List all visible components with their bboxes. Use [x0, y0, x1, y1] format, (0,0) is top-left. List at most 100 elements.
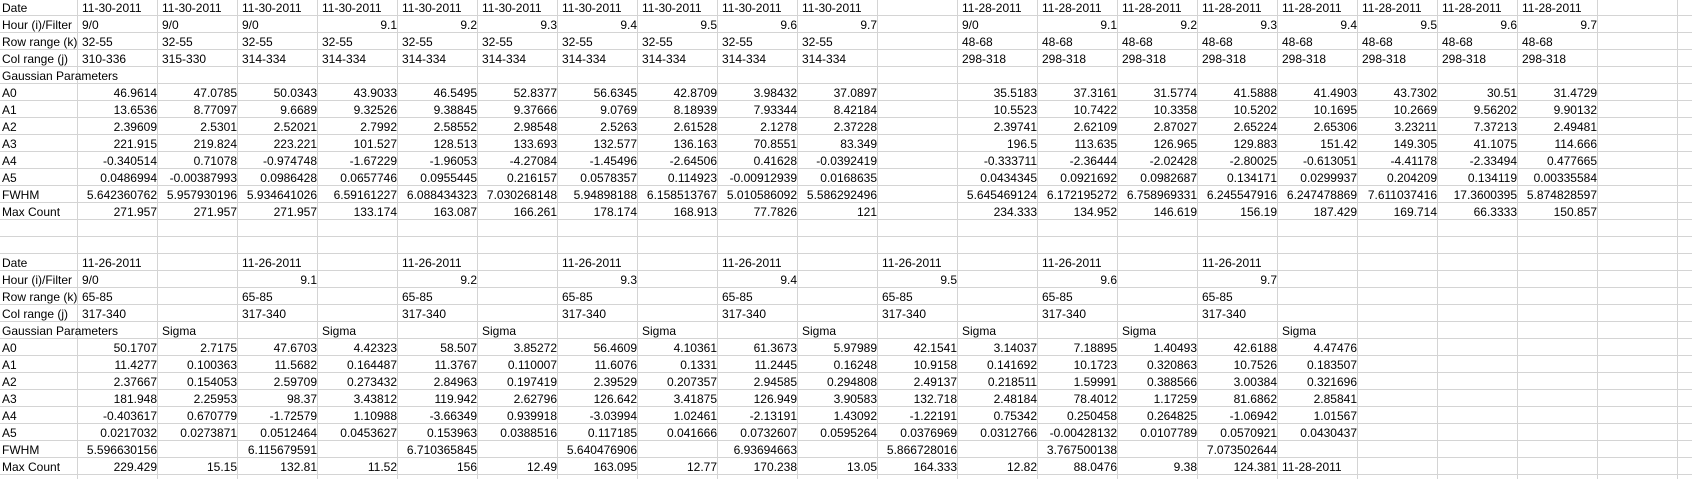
- value-cell[interactable]: 5.010586092: [726, 188, 797, 202]
- value-cell[interactable]: 10.7526: [1233, 358, 1277, 372]
- hour-cell[interactable]: 9.4: [1340, 18, 1357, 32]
- value-cell[interactable]: -0.613051: [1302, 154, 1357, 168]
- sigma-cell[interactable]: 0.670779: [186, 409, 237, 423]
- col-range-cell[interactable]: 310-336: [82, 52, 127, 66]
- value-cell[interactable]: 114.666: [1554, 137, 1598, 151]
- sigma-cell[interactable]: 11-28-2011: [1282, 460, 1342, 474]
- row-label[interactable]: Col range (j): [2, 307, 69, 321]
- col-range-cell[interactable]: 314-334: [402, 52, 447, 66]
- fwhm-cell[interactable]: 6.93694663: [733, 443, 797, 457]
- value-cell[interactable]: -1.22191: [909, 409, 957, 423]
- row-label[interactable]: FWHM: [2, 188, 40, 202]
- value-cell[interactable]: 2.58552: [433, 120, 477, 134]
- fwhm-cell[interactable]: 6.115679591: [247, 443, 317, 457]
- sigma-cell[interactable]: 0.0595264: [820, 426, 877, 440]
- value-cell[interactable]: 9.90132: [1553, 103, 1597, 117]
- date-cell[interactable]: 11-26-2011: [882, 256, 942, 270]
- hour-cell[interactable]: 9.1: [380, 18, 397, 32]
- value-cell[interactable]: 178.174: [593, 205, 637, 219]
- row-range-cell[interactable]: 32-55: [82, 35, 113, 49]
- value-cell[interactable]: 11.6076: [594, 358, 638, 372]
- max-count-cell[interactable]: 132.81: [280, 460, 317, 474]
- row-range-cell[interactable]: 65-85: [82, 290, 113, 304]
- value-cell[interactable]: 56.4609: [593, 341, 637, 355]
- row-range-cell[interactable]: 65-85: [1042, 290, 1073, 304]
- sigma-cell[interactable]: 0.0430437: [1300, 426, 1357, 440]
- value-cell[interactable]: 0.0217032: [100, 426, 157, 440]
- value-cell[interactable]: 10.3358: [1153, 103, 1197, 117]
- value-cell[interactable]: 50.1707: [113, 341, 157, 355]
- sigma-cell[interactable]: 0.320863: [1146, 358, 1197, 372]
- value-cell[interactable]: 42.6188: [1233, 341, 1277, 355]
- value-cell[interactable]: 156.19: [1240, 205, 1277, 219]
- value-cell[interactable]: 81.6862: [1233, 392, 1277, 406]
- col-range-cell[interactable]: 298-318: [1042, 52, 1087, 66]
- hour-cell[interactable]: 9.7: [860, 18, 877, 32]
- sigma-header[interactable]: Sigma: [642, 324, 677, 338]
- value-cell[interactable]: 136.163: [673, 137, 717, 151]
- value-cell[interactable]: 77.7826: [753, 205, 797, 219]
- sigma-cell[interactable]: 0.0312766: [980, 426, 1037, 440]
- row-range-cell[interactable]: 65-85: [722, 290, 753, 304]
- row-label[interactable]: A2: [2, 120, 17, 134]
- row-range-cell[interactable]: 48-68: [1282, 35, 1313, 49]
- sigma-cell[interactable]: 0.0107789: [1140, 426, 1197, 440]
- value-cell[interactable]: 126.965: [1153, 137, 1197, 151]
- value-cell[interactable]: 9.32526: [353, 103, 397, 117]
- value-cell[interactable]: 2.98548: [513, 120, 557, 134]
- value-cell[interactable]: 196.5: [1006, 137, 1037, 151]
- value-cell[interactable]: 2.61528: [673, 120, 717, 134]
- row-range-cell[interactable]: 32-55: [642, 35, 673, 49]
- value-cell[interactable]: 46.9614: [113, 86, 157, 100]
- value-cell[interactable]: 2.7992: [360, 120, 397, 134]
- col-range-cell[interactable]: 317-340: [1042, 307, 1087, 321]
- value-cell[interactable]: -1.72579: [269, 409, 317, 423]
- value-cell[interactable]: 166.261: [513, 205, 557, 219]
- value-cell[interactable]: 2.39609: [113, 120, 157, 134]
- value-cell[interactable]: 9.56202: [1473, 103, 1517, 117]
- value-cell[interactable]: 121: [856, 205, 877, 219]
- row-label[interactable]: Row range (k): [2, 35, 78, 49]
- value-cell[interactable]: 5.94898188: [573, 188, 637, 202]
- max-count-cell[interactable]: 170.238: [753, 460, 797, 474]
- value-cell[interactable]: 0.477665: [1546, 154, 1597, 168]
- value-cell[interactable]: 7.93344: [753, 103, 797, 117]
- max-count-cell[interactable]: 156: [456, 460, 477, 474]
- date-cell[interactable]: 11-26-2011: [1042, 256, 1102, 270]
- value-cell[interactable]: 58.507: [440, 341, 477, 355]
- date-cell[interactable]: 11-26-2011: [402, 256, 462, 270]
- value-cell[interactable]: 7.37213: [1473, 120, 1517, 134]
- sigma-cell[interactable]: 0.294808: [826, 375, 877, 389]
- col-range-cell[interactable]: 317-340: [882, 307, 927, 321]
- hour-cell[interactable]: 9.6: [780, 18, 797, 32]
- value-cell[interactable]: 5.645469124: [966, 188, 1037, 202]
- value-cell[interactable]: 35.5183: [993, 86, 1037, 100]
- row-range-cell[interactable]: 32-55: [322, 35, 353, 49]
- value-cell[interactable]: 0.134119: [1467, 171, 1517, 185]
- row-label[interactable]: A4: [2, 154, 17, 168]
- sigma-cell[interactable]: 0.0453627: [340, 426, 397, 440]
- row-label[interactable]: A1: [2, 103, 17, 117]
- row-range-cell[interactable]: 48-68: [1042, 35, 1073, 49]
- row-label[interactable]: Row range (k): [2, 290, 78, 304]
- value-cell[interactable]: -3.66349: [429, 409, 477, 423]
- value-cell[interactable]: 0.0168635: [820, 171, 877, 185]
- value-cell[interactable]: 5.934641026: [246, 188, 317, 202]
- value-cell[interactable]: 0.0434345: [980, 171, 1037, 185]
- value-cell[interactable]: -1.45496: [589, 154, 637, 168]
- value-cell[interactable]: 0.0732607: [740, 426, 797, 440]
- sigma-cell[interactable]: 5.97989: [833, 341, 877, 355]
- sigma-cell[interactable]: 0.939918: [506, 409, 557, 423]
- row-label[interactable]: A3: [2, 392, 17, 406]
- row-label[interactable]: Date: [2, 256, 28, 270]
- value-cell[interactable]: 2.5301: [200, 120, 237, 134]
- value-cell[interactable]: -2.13191: [749, 409, 797, 423]
- sigma-cell[interactable]: 1.40493: [1153, 341, 1197, 355]
- sigma-cell[interactable]: 0.1331: [680, 358, 717, 372]
- row-label[interactable]: Max Count: [2, 460, 61, 474]
- date-cell[interactable]: 11-30-2011: [322, 1, 382, 15]
- value-cell[interactable]: 2.49481: [1553, 120, 1597, 134]
- fwhm-cell[interactable]: 5.640476906: [566, 443, 637, 457]
- value-cell[interactable]: 169.714: [1393, 205, 1437, 219]
- row-range-cell[interactable]: 65-85: [1202, 290, 1233, 304]
